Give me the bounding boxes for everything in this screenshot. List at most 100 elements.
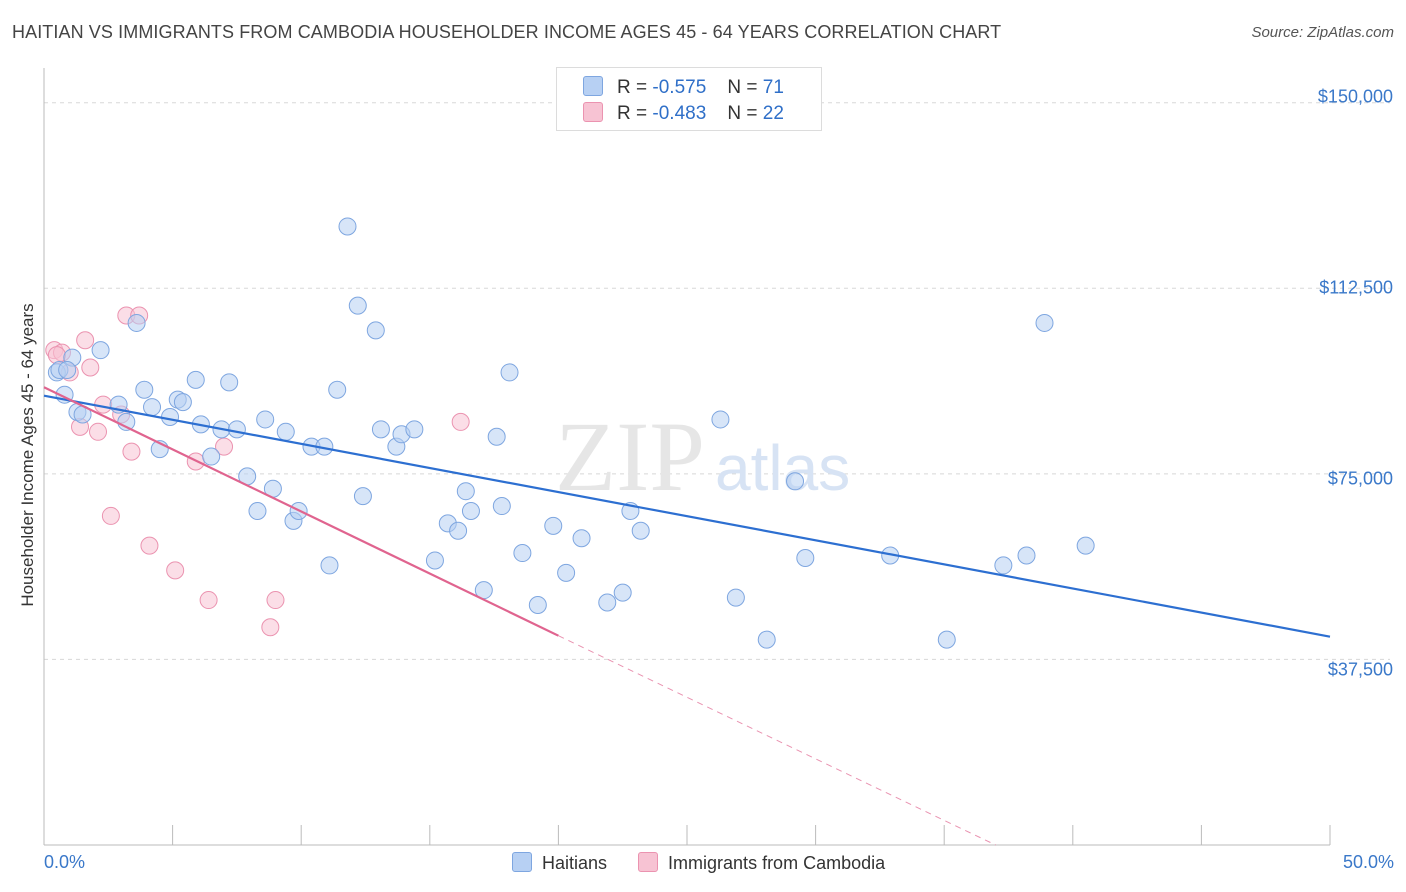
- haitian-point: [1076, 536, 1095, 555]
- haitian-point: [461, 501, 480, 520]
- y-tick-label: $150,000: [1317, 86, 1393, 107]
- cambodia-point: [140, 536, 159, 555]
- chart-title: HAITIAN VS IMMIGRANTS FROM CAMBODIA HOUS…: [12, 22, 1002, 42]
- haitian-point: [492, 497, 511, 516]
- haitian-point: [456, 482, 475, 501]
- haitian-point: [631, 521, 650, 540]
- haitian-point: [572, 529, 591, 548]
- legend-swatch-cambodia: [583, 102, 603, 122]
- cambodia-point: [166, 561, 185, 580]
- y-axis-label: Householder Income Ages 45 - 64 years: [18, 303, 37, 607]
- y-tick-label: $75,000: [1327, 468, 1393, 489]
- cambodia-trend-extension: [558, 635, 996, 846]
- haitian-point: [371, 420, 390, 439]
- haitian-point: [449, 521, 468, 540]
- legend-r-label: R =: [617, 103, 648, 124]
- haitian-point: [1017, 546, 1036, 565]
- axes: [43, 68, 1331, 846]
- haitian-trend-line: [43, 394, 1331, 638]
- watermark-zip: ZIP: [555, 401, 705, 512]
- haitian-point: [557, 563, 576, 582]
- legend-row-haitians: R = -0.575 N = 71: [583, 76, 784, 100]
- haitian-point: [348, 296, 367, 315]
- legend-swatch-cambodia: [638, 852, 659, 872]
- haitian-point: [320, 556, 339, 575]
- y-tick-label: $37,500: [1327, 659, 1393, 680]
- cambodia-points: [45, 306, 470, 637]
- haitian-point: [248, 501, 267, 520]
- y-tick-label: $112,500: [1319, 277, 1393, 298]
- haitian-point: [544, 516, 563, 535]
- cambodia-point: [451, 412, 470, 431]
- x-tick-label-max: 50.0%: [1342, 852, 1394, 872]
- x-tick-label-min: 0.0%: [44, 852, 86, 872]
- legend-label-cambodia: Immigrants from Cambodia: [668, 853, 886, 873]
- haitian-point: [528, 596, 547, 615]
- haitian-point: [220, 373, 239, 392]
- haitian-point: [1035, 313, 1054, 332]
- haitian-point: [202, 447, 221, 466]
- legend-swatch-haitians: [512, 852, 532, 872]
- haitian-point: [58, 360, 77, 379]
- haitian-point: [276, 422, 295, 441]
- haitian-point: [161, 407, 180, 426]
- cambodia-point: [81, 358, 100, 377]
- haitian-point: [487, 427, 506, 446]
- legend-r-label: R =: [617, 77, 648, 98]
- chart-source: Source: ZipAtlas.com: [1251, 24, 1394, 41]
- cambodia-point: [261, 618, 280, 637]
- legend-n-label: N =: [727, 103, 758, 124]
- cambodia-point: [76, 331, 95, 350]
- haitian-point: [613, 583, 632, 602]
- haitian-point: [405, 420, 424, 439]
- haitian-point: [757, 630, 776, 649]
- cambodia-point: [199, 591, 218, 610]
- haitian-point: [227, 420, 246, 439]
- haitian-point: [726, 588, 745, 607]
- legend-item-haitians[interactable]: Haitians: [512, 852, 607, 874]
- legend-r-value: -0.575: [652, 77, 707, 98]
- legend-n-label: N =: [727, 77, 758, 98]
- legend-n-value: 22: [762, 103, 784, 124]
- watermark-atlas: atlas: [715, 432, 850, 504]
- haitian-point: [500, 363, 519, 382]
- haitian-point: [598, 593, 617, 612]
- cambodia-point: [89, 422, 108, 441]
- haitian-point: [711, 410, 730, 429]
- legend-r-value: -0.483: [652, 103, 707, 124]
- haitian-point: [366, 321, 385, 340]
- haitian-point: [143, 398, 162, 417]
- grid-lines: [44, 102, 1390, 660]
- haitian-point: [353, 487, 372, 506]
- haitian-point: [937, 630, 956, 649]
- haitian-point: [186, 370, 205, 389]
- haitian-point: [786, 472, 805, 491]
- haitian-points: [47, 217, 1095, 649]
- haitian-point: [91, 341, 110, 360]
- legend-label-haitians: Haitians: [542, 853, 608, 873]
- haitian-point: [328, 380, 347, 399]
- haitian-point: [135, 380, 154, 399]
- cambodia-point: [215, 437, 234, 456]
- legend-swatch-haitians: [583, 76, 603, 96]
- correlation-legend: R = -0.575 N = 71 R = -0.483 N = 22: [556, 67, 822, 131]
- cambodia-point: [266, 591, 285, 610]
- cambodia-point: [122, 442, 141, 461]
- haitian-point: [256, 410, 275, 429]
- legend-n-value: 71: [762, 77, 784, 98]
- cambodia-point: [47, 346, 66, 365]
- series-legend: Haitians Immigrants from Cambodia: [512, 852, 911, 874]
- haitian-point: [513, 544, 532, 563]
- cambodia-trend-line: [43, 386, 559, 637]
- haitian-point: [425, 551, 444, 570]
- haitian-point: [796, 548, 815, 567]
- legend-row-cambodia: R = -0.483 N = 22: [583, 102, 784, 126]
- haitian-point: [338, 217, 357, 236]
- cambodia-point: [101, 506, 120, 525]
- trend-lines: [43, 386, 1331, 846]
- legend-item-cambodia[interactable]: Immigrants from Cambodia: [638, 852, 885, 874]
- haitian-point: [127, 313, 146, 332]
- haitian-point: [994, 556, 1013, 575]
- haitian-point: [173, 393, 192, 412]
